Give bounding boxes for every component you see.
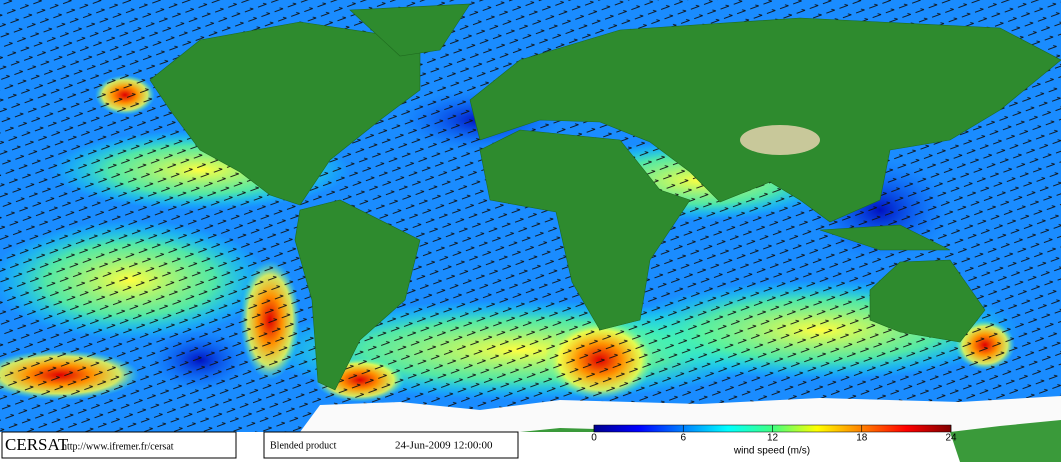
colorbar-tick-label: 18 [856,433,868,444]
date: 24-Jun-2009 12:00:00 [395,440,493,452]
footer: CERSAT http://www.ifremer.fr/cersat Blen… [1,431,519,459]
land [149,3,1061,391]
logo: CERSAT [5,435,69,454]
colorbar-label: wind speed (m/s) [733,446,810,457]
antarctica [300,396,1061,432]
url: http://www.ifremer.fr/cersat [62,441,174,452]
colorbar: wind speed (m/s) 0 6 12 18 24 [591,424,957,457]
colorbar-tick-label: 6 [680,433,686,444]
colorbar-tick-label: 12 [767,433,779,444]
info-box [263,431,519,459]
colorbar-tick-label: 24 [945,433,957,444]
land-strip [520,420,1061,462]
colorbar-tick-label: 0 [591,433,597,444]
credit-box [1,431,237,459]
product: Blended product [270,440,337,451]
